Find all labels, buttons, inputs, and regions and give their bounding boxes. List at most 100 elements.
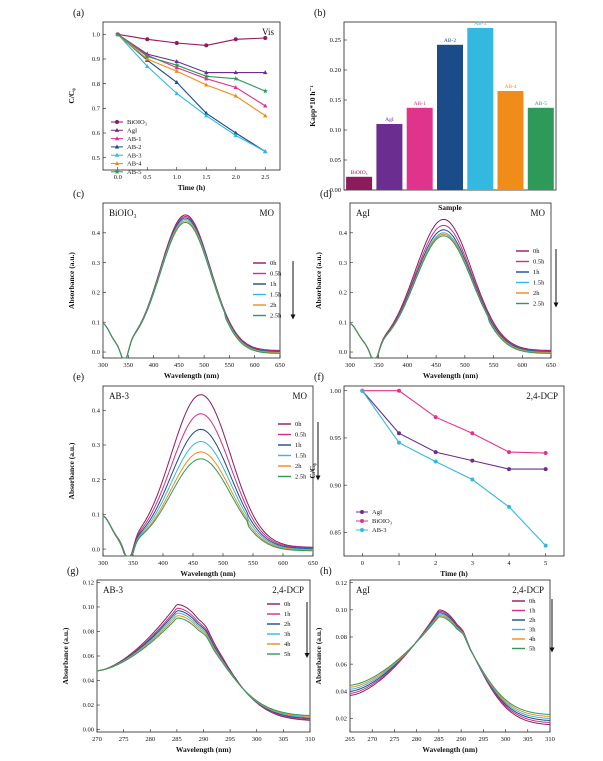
data-point	[115, 31, 121, 37]
spectrum-2-5h	[102, 221, 280, 359]
data-point	[263, 113, 268, 118]
x-tick-label: 650	[546, 362, 556, 369]
y-tick-label: 0.12	[336, 580, 347, 587]
x-axis-label: Sample	[438, 203, 462, 212]
legend-entry: 0.5h	[253, 271, 282, 278]
data-point	[203, 73, 209, 79]
legend-label: 0h	[533, 248, 540, 255]
data-point	[174, 62, 180, 68]
y-tick-label: 0.0	[339, 349, 347, 356]
data-point	[263, 36, 268, 41]
legend-label: BiOIO₃	[127, 119, 147, 126]
x-tick-label: 300	[98, 362, 108, 369]
legend-label: 1.5h	[533, 280, 545, 287]
y-tick-label: 0.15	[330, 97, 341, 104]
y-tick-label: 0.10	[83, 604, 94, 611]
y-tick-label: 0.4	[92, 407, 101, 414]
legend-entry: AB-1	[111, 136, 141, 143]
y-tick-label: 0.06	[336, 661, 348, 668]
spectrum-0h	[349, 609, 551, 726]
bar-ab-3	[467, 28, 494, 190]
y-tick-label: 0.08	[83, 629, 94, 636]
panel-label: (h)	[320, 566, 332, 577]
y-tick-label: 0.3	[92, 442, 100, 449]
data-point	[145, 56, 150, 61]
legend-entry: 0h	[267, 601, 291, 608]
series-ab-1	[115, 31, 268, 108]
condition-label: MO	[259, 208, 274, 218]
data-point	[233, 70, 238, 75]
x-tick-label: 300	[252, 736, 262, 743]
y-tick-label: 0.04	[336, 688, 348, 695]
legend-entry: 1.5h	[253, 292, 282, 299]
y-tick-label: 0.1	[92, 319, 100, 326]
legend-label: 1h	[529, 608, 536, 615]
condition-label: MO	[530, 208, 545, 218]
legend-entry: AB-3	[356, 527, 386, 534]
x-tick-label: 295	[225, 736, 235, 743]
panel-b: (b) Sample Kapp*10 h⁻¹ 0.00 0.05 0.10 0.15 0.20…	[308, 8, 557, 212]
arrow-head-icon	[549, 647, 555, 653]
panel-c: (c) Wavelength (nm) Absorbance (a.u.) 300 35…	[67, 189, 296, 380]
legend-entry: BiOIO₃	[111, 119, 147, 126]
x-tick-label: 290	[456, 736, 466, 743]
legend-label: 0h	[270, 260, 277, 267]
spectrum-3h	[349, 613, 551, 719]
data-point	[233, 75, 239, 81]
data-point	[233, 133, 238, 138]
condition-label: MO	[292, 391, 307, 401]
legend-label: 2h	[295, 463, 302, 470]
x-axis-label: Wavelength (nm)	[176, 745, 232, 754]
spectrum-0-5h	[349, 224, 551, 359]
y-axis-label: Absorbance (a.u.)	[61, 627, 70, 684]
y-tick-label: 0.02	[83, 702, 94, 709]
condition-label: 2,4-DCP	[272, 585, 304, 595]
series-line	[117, 33, 266, 92]
x-tick-label: 450	[174, 362, 184, 369]
legend-entry: AB-5	[111, 169, 141, 176]
legend-label: 2.5h	[270, 313, 282, 320]
x-tick-label: 285	[172, 736, 182, 743]
data-point	[174, 91, 179, 96]
legend-entry: 3h	[512, 627, 536, 634]
y-axis-label: Absorbance (a.u.)	[314, 627, 323, 684]
legend-label: 1h	[270, 281, 277, 288]
panel-label: (g)	[67, 566, 79, 577]
plot-frame	[349, 202, 552, 359]
bar-label: AgI	[385, 117, 394, 123]
data-point	[145, 64, 150, 68]
legend-entry: 2h	[267, 621, 291, 628]
legend-label: 2.5h	[533, 301, 545, 308]
x-axis-label: Time (h)	[178, 183, 206, 192]
legend-label: 1h	[284, 611, 291, 618]
plot-frame	[102, 202, 281, 359]
data-point	[397, 431, 401, 436]
legend-marker	[114, 161, 120, 166]
panel-label: (d)	[320, 189, 332, 200]
y-axis-label: Absorbance (a.u.)	[67, 252, 76, 309]
legend-entry: 1.5h	[278, 453, 307, 460]
x-axis-label: Wavelength (nm)	[422, 745, 478, 754]
x-tick-label: 295	[478, 736, 488, 743]
y-tick-label: 0.2	[92, 477, 100, 484]
legend-entry: AgI	[356, 509, 382, 516]
spectrum-2h	[349, 233, 551, 359]
x-tick-label: 650	[308, 560, 318, 567]
legend-entry: 1h	[278, 442, 302, 449]
legend-label: BiOIO₃	[372, 518, 392, 525]
x-tick-label: 500	[199, 362, 209, 369]
legend-marker	[114, 136, 120, 141]
legend-label: 3h	[529, 627, 536, 634]
legend-label: AgI	[127, 128, 137, 135]
legend-label: 2h	[284, 621, 291, 628]
y-tick-label: 0.0	[92, 546, 100, 553]
spectrum-2h	[349, 612, 551, 721]
legend-label: 4h	[529, 636, 536, 643]
spectrum-1h	[349, 229, 551, 359]
bar-bioio	[346, 176, 373, 190]
y-tick-label: 0.95	[330, 435, 341, 442]
spectrum-3h	[96, 612, 310, 718]
data-point	[204, 43, 209, 48]
legend-entry: 1h	[267, 611, 291, 618]
x-axis-label: Wavelength (nm)	[423, 371, 479, 380]
